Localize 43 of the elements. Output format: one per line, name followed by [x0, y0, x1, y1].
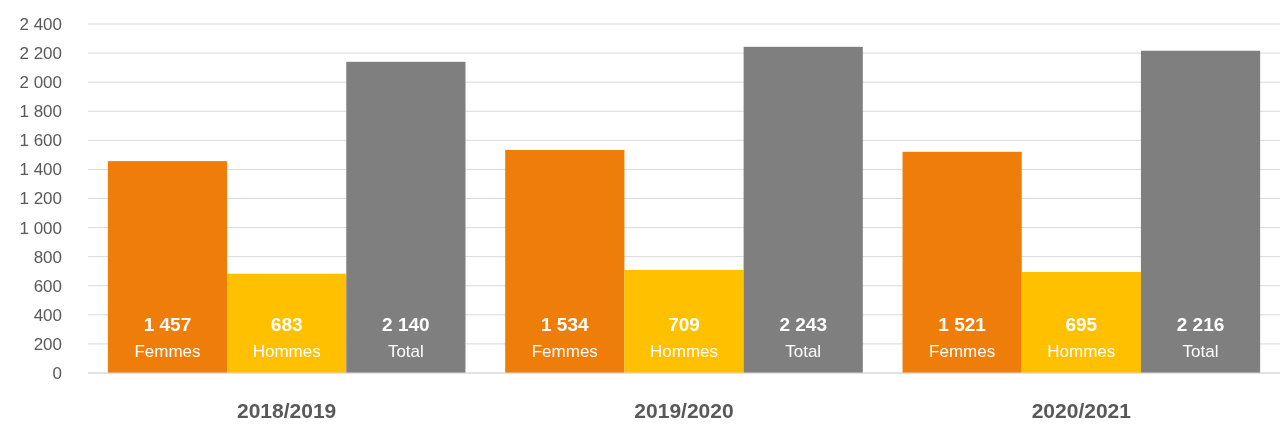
- text: Total: [1182, 342, 1219, 361]
- x-tick-label: 2018/2019: [237, 399, 337, 422]
- bar: [346, 61, 466, 373]
- data-label: 1 521: [938, 314, 987, 335]
- bar: [107, 161, 228, 373]
- series-label: Total: [387, 342, 424, 361]
- bar: [902, 151, 1022, 373]
- bar: [505, 149, 625, 373]
- data-label: 683: [270, 314, 303, 335]
- y-tick-label: 1 800: [19, 102, 62, 122]
- text: Femmes: [531, 342, 598, 361]
- y-tick-label: 1 200: [19, 189, 62, 209]
- y-tick-label: 2 400: [19, 14, 62, 34]
- y-tick-label: 400: [33, 305, 62, 325]
- data-label: 2 140: [382, 314, 430, 335]
- series-label: Femmes: [134, 342, 201, 361]
- y-tick-label: 600: [33, 276, 62, 296]
- text: Total: [785, 342, 822, 361]
- y-tick-label: 1 600: [19, 131, 62, 151]
- data-label: 1 534: [541, 314, 590, 335]
- bar: [1140, 50, 1261, 373]
- bar: [1021, 271, 1141, 373]
- data-label: 1 457: [143, 314, 192, 335]
- x-tick-label: 2019/2020: [634, 399, 734, 422]
- x-tick-label: 2020/2021: [1031, 399, 1132, 422]
- y-tick-label: 2 000: [19, 73, 62, 93]
- data-label: 2 216: [1176, 314, 1225, 335]
- y-tick-label: 2 200: [19, 44, 62, 64]
- series-label: Hommes: [252, 342, 321, 361]
- bar: [743, 46, 863, 373]
- text: Hommes: [1047, 342, 1116, 361]
- y-tick-label: 0: [52, 363, 62, 383]
- y-tick-label: 1 400: [19, 160, 62, 180]
- y-tick-label: 800: [33, 247, 62, 267]
- y-tick-label: 1 000: [19, 218, 62, 238]
- bar: [624, 269, 744, 373]
- y-tick-label: 200: [33, 334, 62, 354]
- text: Hommes: [649, 342, 719, 361]
- data-label: 709: [668, 314, 700, 335]
- bar: [227, 273, 347, 373]
- data-label: 2 243: [779, 314, 827, 335]
- data-label: 695: [1065, 314, 1098, 335]
- text: Femmes: [929, 342, 996, 361]
